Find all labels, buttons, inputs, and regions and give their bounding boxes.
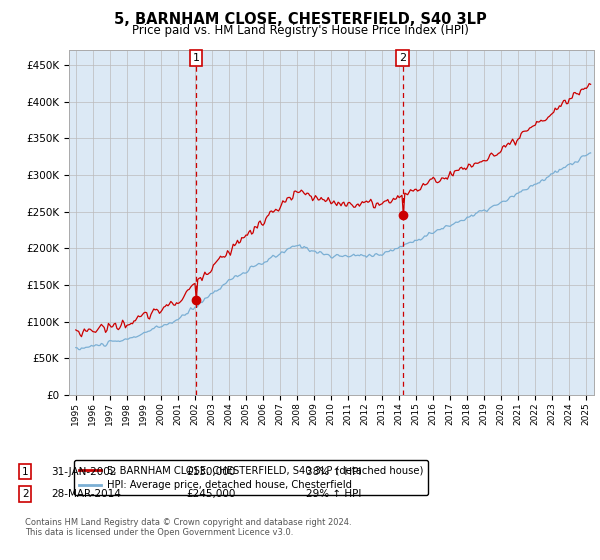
Text: 28-MAR-2014: 28-MAR-2014: [51, 489, 121, 499]
Text: Price paid vs. HM Land Registry's House Price Index (HPI): Price paid vs. HM Land Registry's House …: [131, 24, 469, 36]
Text: 1: 1: [22, 466, 29, 477]
Text: 5, BARNHAM CLOSE, CHESTERFIELD, S40 3LP: 5, BARNHAM CLOSE, CHESTERFIELD, S40 3LP: [113, 12, 487, 27]
Text: Contains HM Land Registry data © Crown copyright and database right 2024.
This d: Contains HM Land Registry data © Crown c…: [25, 518, 352, 538]
Text: 2: 2: [399, 53, 406, 63]
Text: 1: 1: [193, 53, 200, 63]
Text: £245,000: £245,000: [186, 489, 235, 499]
Legend: 5, BARNHAM CLOSE, CHESTERFIELD, S40 3LP (detached house), HPI: Average price, de: 5, BARNHAM CLOSE, CHESTERFIELD, S40 3LP …: [74, 460, 428, 495]
Text: 31-JAN-2002: 31-JAN-2002: [51, 466, 116, 477]
Text: £130,000: £130,000: [186, 466, 235, 477]
Bar: [196, 50, 403, 395]
Text: 2: 2: [22, 489, 29, 499]
Text: 29% ↑ HPI: 29% ↑ HPI: [306, 489, 361, 499]
Text: 38% ↑ HPI: 38% ↑ HPI: [306, 466, 361, 477]
